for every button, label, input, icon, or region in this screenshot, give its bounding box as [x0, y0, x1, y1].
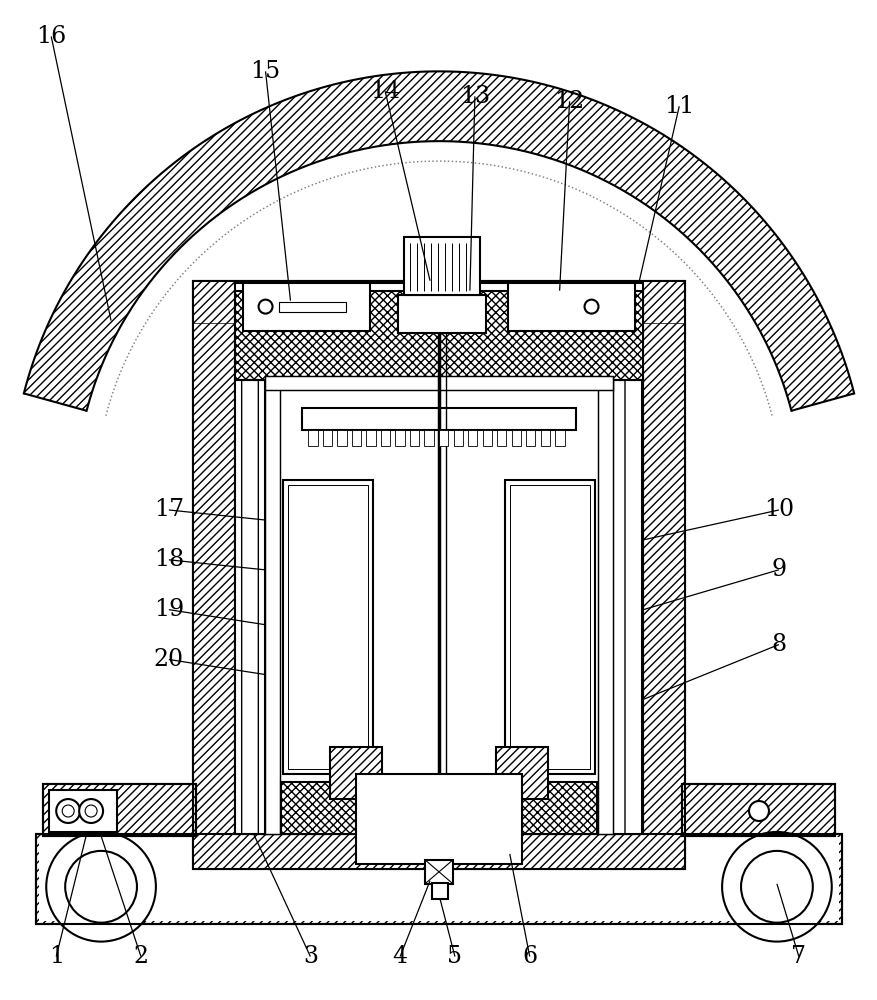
Bar: [438, 430, 448, 446]
Bar: [643, 281, 684, 869]
Text: 14: 14: [369, 80, 400, 103]
Bar: [39, 837, 838, 921]
Text: 17: 17: [153, 498, 183, 521]
Circle shape: [79, 799, 103, 823]
Bar: [613, 380, 643, 834]
Bar: [234, 291, 643, 380]
Bar: [395, 430, 404, 446]
Text: 8: 8: [771, 633, 786, 656]
Bar: [49, 790, 117, 832]
Bar: [193, 281, 684, 869]
Bar: [234, 283, 643, 834]
Text: 15: 15: [250, 60, 281, 83]
Text: 18: 18: [153, 548, 184, 571]
Bar: [234, 380, 264, 834]
Text: 2: 2: [133, 945, 148, 968]
Bar: [681, 784, 834, 836]
Bar: [234, 380, 264, 834]
Bar: [410, 430, 419, 446]
Polygon shape: [24, 71, 853, 411]
Bar: [234, 291, 643, 380]
Bar: [504, 480, 594, 774]
Bar: [283, 480, 373, 774]
Circle shape: [62, 805, 74, 817]
Bar: [482, 430, 491, 446]
Bar: [337, 430, 346, 446]
Text: 16: 16: [36, 25, 67, 48]
Text: 20: 20: [153, 648, 183, 671]
Bar: [510, 485, 588, 769]
Bar: [613, 380, 643, 834]
Bar: [397, 295, 485, 333]
Bar: [280, 782, 597, 834]
Text: 13: 13: [460, 85, 489, 108]
Bar: [264, 376, 613, 390]
Bar: [511, 430, 520, 446]
Text: 6: 6: [522, 945, 537, 968]
Bar: [36, 834, 841, 924]
Bar: [280, 782, 597, 834]
Bar: [381, 430, 390, 446]
Bar: [453, 430, 462, 446]
Bar: [193, 834, 684, 869]
Bar: [330, 747, 381, 799]
Text: 5: 5: [447, 945, 462, 968]
Circle shape: [740, 851, 812, 923]
Circle shape: [259, 300, 272, 314]
Bar: [36, 834, 841, 924]
Circle shape: [748, 801, 768, 821]
Bar: [43, 784, 196, 836]
Text: 19: 19: [153, 598, 184, 621]
Bar: [525, 430, 535, 446]
Text: 12: 12: [554, 90, 584, 113]
Text: 11: 11: [663, 95, 694, 118]
Circle shape: [721, 832, 831, 942]
Bar: [467, 430, 477, 446]
Bar: [431, 883, 447, 899]
Bar: [507, 283, 635, 331]
Bar: [302, 408, 575, 430]
Bar: [193, 281, 684, 869]
Text: 4: 4: [392, 945, 407, 968]
Circle shape: [46, 832, 156, 942]
Bar: [234, 380, 264, 834]
Bar: [403, 237, 480, 295]
Bar: [496, 430, 506, 446]
Bar: [193, 281, 684, 323]
Text: 9: 9: [771, 558, 786, 581]
Bar: [424, 430, 433, 446]
Bar: [330, 747, 381, 799]
Bar: [43, 784, 196, 836]
Bar: [613, 380, 643, 834]
Bar: [289, 485, 367, 769]
Bar: [242, 283, 370, 331]
Bar: [598, 380, 613, 834]
Bar: [496, 747, 547, 799]
Bar: [554, 430, 564, 446]
Bar: [308, 430, 317, 446]
Bar: [366, 430, 375, 446]
Bar: [681, 784, 834, 836]
Bar: [424, 860, 453, 884]
Bar: [323, 430, 332, 446]
Circle shape: [85, 805, 97, 817]
Circle shape: [65, 851, 137, 923]
Circle shape: [56, 799, 80, 823]
Bar: [264, 380, 279, 834]
Circle shape: [584, 300, 598, 314]
Text: 1: 1: [48, 945, 64, 968]
Bar: [352, 430, 361, 446]
Text: 7: 7: [790, 945, 805, 968]
Bar: [540, 430, 549, 446]
Bar: [356, 774, 521, 864]
Bar: [193, 281, 234, 869]
Text: 3: 3: [303, 945, 317, 968]
Bar: [496, 747, 547, 799]
Text: 10: 10: [763, 498, 793, 521]
Bar: [278, 302, 346, 312]
